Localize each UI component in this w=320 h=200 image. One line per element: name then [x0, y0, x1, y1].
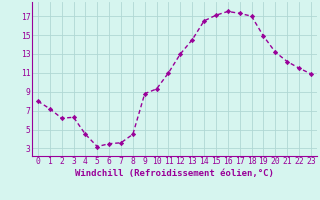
- X-axis label: Windchill (Refroidissement éolien,°C): Windchill (Refroidissement éolien,°C): [75, 169, 274, 178]
